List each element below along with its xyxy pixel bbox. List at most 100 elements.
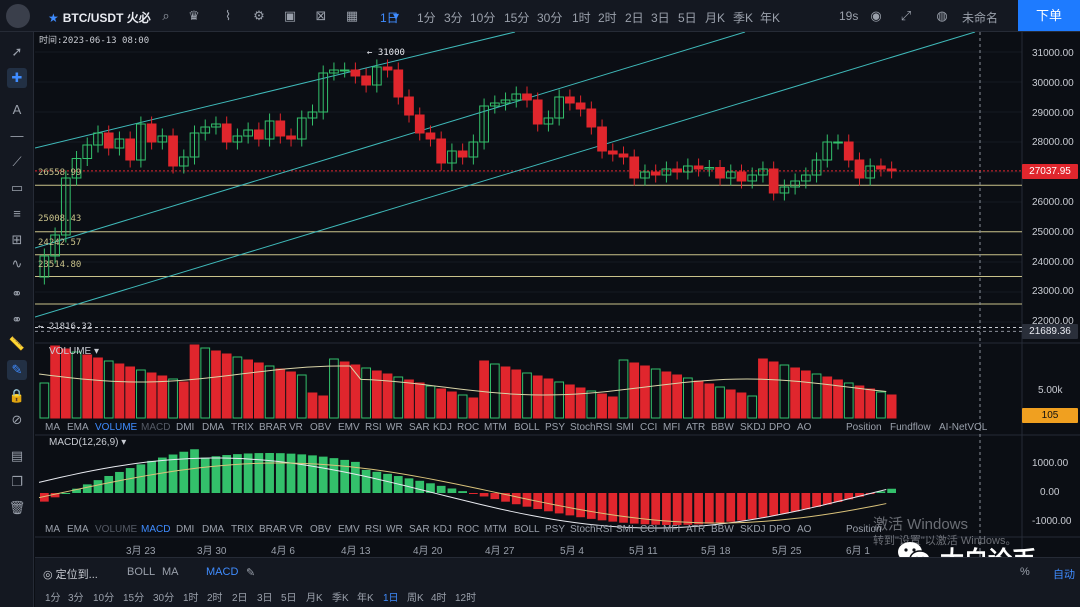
pattern-icon[interactable]: ⚭ xyxy=(11,286,23,301)
notes-icon[interactable]: ▤ xyxy=(10,448,24,463)
indicator-tab-ma[interactable]: MA xyxy=(45,524,60,535)
grid-tool-icon[interactable]: ⊞ xyxy=(11,232,23,247)
cursor-arrow-icon[interactable]: ➚ xyxy=(11,44,23,59)
bottom-timeframe-13[interactable]: 1日 xyxy=(383,593,399,604)
layout-icon[interactable]: ▦ xyxy=(345,8,359,23)
search-icon[interactable]: ⌕ xyxy=(162,8,170,23)
indicator-tab-sar[interactable]: SAR xyxy=(409,524,430,535)
indicator-tab-atr[interactable]: ATR xyxy=(686,422,706,433)
indicator-tab-brar[interactable]: BRAR xyxy=(259,524,287,535)
indicator-tab-ai-netvol[interactable]: AI-NetVOL xyxy=(939,422,988,433)
bottom-timeframe-2[interactable]: 10分 xyxy=(93,593,115,604)
bottom-timeframe-8[interactable]: 3日 xyxy=(257,593,273,604)
indicator-tab-rsi[interactable]: RSI xyxy=(365,524,382,535)
bottom-timeframe-11[interactable]: 季K xyxy=(332,593,349,604)
rectangle-icon[interactable]: ▭ xyxy=(10,180,24,195)
indicator-tab-vr[interactable]: VR xyxy=(289,422,303,433)
timeframe-10[interactable]: 5日 xyxy=(678,11,697,25)
indicator-tab-wr[interactable]: WR xyxy=(386,422,403,433)
timeframe-9[interactable]: 3日 xyxy=(651,11,670,25)
timeframe-2[interactable]: 3分 xyxy=(444,11,463,25)
indicator-tab-kdj[interactable]: KDJ xyxy=(433,524,452,535)
timeframe-4[interactable]: 15分 xyxy=(504,11,530,25)
indicator-tab-trix[interactable]: TRIX xyxy=(231,422,254,433)
template-icon[interactable]: ▣ xyxy=(283,8,297,23)
fib-lines-icon[interactable]: ≡ xyxy=(13,206,21,221)
text-tool-icon[interactable]: A xyxy=(12,102,22,117)
indicator-tab-obv[interactable]: OBV xyxy=(310,422,332,433)
favorite-star-icon[interactable]: ★ xyxy=(48,11,59,25)
order-button[interactable]: 下单 xyxy=(1018,0,1080,31)
indicator-tab-bbw[interactable]: BBW xyxy=(711,422,734,433)
bottom-timeframe-12[interactable]: 年K xyxy=(357,593,374,604)
bottom-timeframe-6[interactable]: 2时 xyxy=(207,593,223,604)
indicator-tab-stochrsi[interactable]: StochRSI xyxy=(570,422,613,433)
indicator-tab-psy[interactable]: PSY xyxy=(545,524,566,535)
indicator-tab-wr[interactable]: WR xyxy=(386,524,403,535)
bottom-timeframe-5[interactable]: 1时 xyxy=(183,593,199,604)
timeframe-7[interactable]: 2时 xyxy=(598,11,617,25)
bottom-timeframe-4[interactable]: 30分 xyxy=(153,593,175,604)
indicator-tab-cci[interactable]: CCI xyxy=(640,422,658,433)
indicator-tab-dma[interactable]: DMA xyxy=(202,524,225,535)
trash-icon[interactable]: 🗑 xyxy=(8,500,26,515)
indicator-tab-position[interactable]: Position xyxy=(846,524,882,535)
horizontal-line-icon[interactable]: — xyxy=(10,128,24,143)
timeframe-3[interactable]: 10分 xyxy=(470,11,496,25)
volume-title[interactable]: VOLUME ▾ xyxy=(49,346,100,357)
timeframe-11[interactable]: 月K xyxy=(705,11,726,25)
overlay-ma[interactable]: MA xyxy=(162,566,179,578)
bottom-timeframe-10[interactable]: 月K xyxy=(306,593,323,604)
timeframe-12[interactable]: 季K xyxy=(733,11,754,25)
user-icon[interactable]: ◍ xyxy=(936,8,948,23)
indicator-tab-vr[interactable]: VR xyxy=(289,524,303,535)
indicator-tab-ema[interactable]: EMA xyxy=(67,422,89,433)
indicator-tab-mfi[interactable]: MFI xyxy=(663,524,681,535)
wave-tool-icon[interactable]: ∿ xyxy=(11,256,23,271)
percent-toggle[interactable]: % xyxy=(1020,566,1030,578)
fullscreen-icon[interactable]: ⤢ xyxy=(900,8,912,23)
indicator-tab-rsi[interactable]: RSI xyxy=(365,422,382,433)
timeframe-6[interactable]: 1时 xyxy=(572,11,591,25)
indicator-tab-mfi[interactable]: MFI xyxy=(663,422,681,433)
indicator-tab-macd[interactable]: MACD xyxy=(141,422,171,433)
indicators-icon[interactable]: ⌇ xyxy=(224,8,232,23)
indicator-tab-bbw[interactable]: BBW xyxy=(711,524,734,535)
indicator-tab-ao[interactable]: AO xyxy=(797,524,812,535)
crown-icon[interactable]: ♛ xyxy=(188,8,200,23)
symbol-selector[interactable]: ★ BTC/USDT 火必 xyxy=(48,9,151,26)
indicator-tab-smi[interactable]: SMI xyxy=(616,524,634,535)
screenshot-icon[interactable]: ⊠ xyxy=(315,8,327,23)
indicator-tab-volume[interactable]: VOLUME xyxy=(95,524,138,535)
indicator-tab-dpo[interactable]: DPO xyxy=(769,524,791,535)
camera-icon[interactable]: ◉ xyxy=(870,8,882,23)
price-chart[interactable] xyxy=(35,32,1080,557)
bottom-timeframe-0[interactable]: 1分 xyxy=(45,593,61,604)
layers-icon[interactable]: ❐ xyxy=(11,474,23,489)
account-name[interactable]: 未命名 xyxy=(962,11,999,25)
indicator-tab-fundflow[interactable]: Fundflow xyxy=(890,422,931,433)
indicator-tab-kdj[interactable]: KDJ xyxy=(433,422,452,433)
timeframe-0[interactable]: 1日 xyxy=(380,11,399,25)
locate-button[interactable]: ◎ 定位到... xyxy=(43,566,98,582)
indicator-tab-roc[interactable]: ROC xyxy=(457,422,480,433)
indicator-tab-dmi[interactable]: DMI xyxy=(176,524,195,535)
auto-scale-toggle[interactable]: 自动 xyxy=(1053,569,1075,581)
indicator-tab-skdj[interactable]: SKDJ xyxy=(740,422,766,433)
brush-icon[interactable]: ✎ xyxy=(7,360,27,380)
bottom-timeframe-7[interactable]: 2日 xyxy=(232,593,248,604)
settings-gear-icon[interactable]: ⚙ xyxy=(253,8,265,23)
lock-icon[interactable]: 🔒 xyxy=(8,388,26,403)
bottom-timeframe-14[interactable]: 周K xyxy=(407,593,424,604)
overlay-macd[interactable]: MACD xyxy=(206,566,239,578)
indicator-tab-skdj[interactable]: SKDJ xyxy=(740,524,766,535)
indicator-tab-ma[interactable]: MA xyxy=(45,422,60,433)
edit-overlay-icon[interactable]: ✎ xyxy=(246,567,256,579)
indicator-tab-mtm[interactable]: MTM xyxy=(484,524,507,535)
timeframe-dropdown-icon[interactable]: ▾ xyxy=(393,9,400,23)
indicator-tab-dpo[interactable]: DPO xyxy=(769,422,791,433)
bottom-timeframe-3[interactable]: 15分 xyxy=(123,593,145,604)
indicator-tab-dmi[interactable]: DMI xyxy=(176,422,195,433)
indicator-tab-roc[interactable]: ROC xyxy=(457,524,480,535)
bottom-timeframe-16[interactable]: 12时 xyxy=(455,593,477,604)
